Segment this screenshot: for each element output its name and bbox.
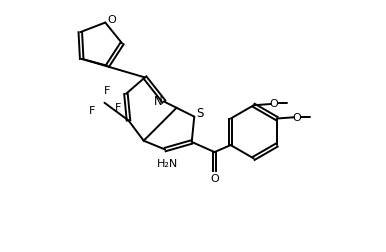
Text: F: F (104, 86, 110, 96)
Text: H₂N: H₂N (157, 159, 178, 169)
Text: O: O (210, 173, 219, 183)
Text: N: N (154, 95, 163, 108)
Text: O: O (107, 15, 116, 25)
Text: F: F (115, 102, 122, 112)
Text: O: O (270, 99, 279, 109)
Text: O: O (293, 112, 301, 122)
Text: F: F (89, 106, 95, 116)
Text: S: S (196, 106, 203, 119)
